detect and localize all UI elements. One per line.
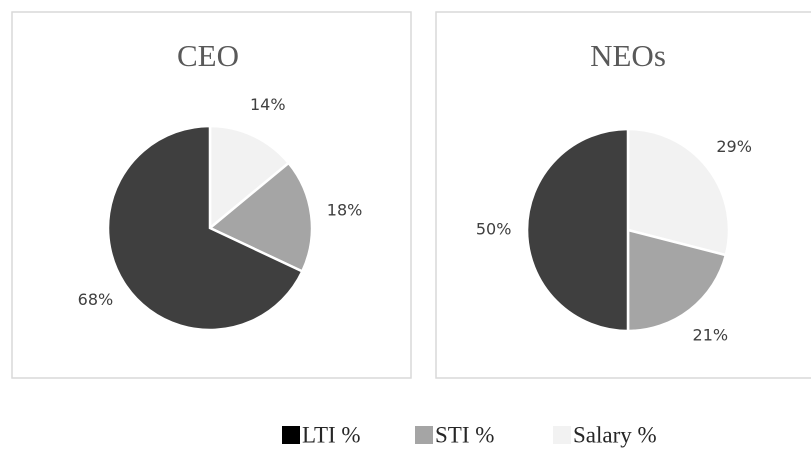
pie-slice <box>626 228 728 333</box>
chart-title: NEOs <box>590 38 666 73</box>
pie-slice <box>626 127 731 257</box>
legend-swatch <box>282 426 300 444</box>
data-label: 50% <box>476 220 512 239</box>
data-label: 18% <box>327 200 363 219</box>
pie-slice <box>207 161 314 274</box>
data-label: 68% <box>78 290 114 309</box>
legend-label: LTI % <box>302 422 361 447</box>
pie-slice <box>525 127 630 333</box>
data-label: 14% <box>250 95 286 114</box>
data-label: 29% <box>716 137 752 156</box>
legend-label: STI % <box>435 422 494 447</box>
legend-swatch <box>553 426 571 444</box>
data-label: 21% <box>693 326 729 345</box>
chart-title: CEO <box>177 38 239 73</box>
pie-slice <box>208 124 291 231</box>
legend-swatch <box>415 426 433 444</box>
legend-label: Salary % <box>573 422 657 447</box>
pie-slice <box>106 124 304 332</box>
